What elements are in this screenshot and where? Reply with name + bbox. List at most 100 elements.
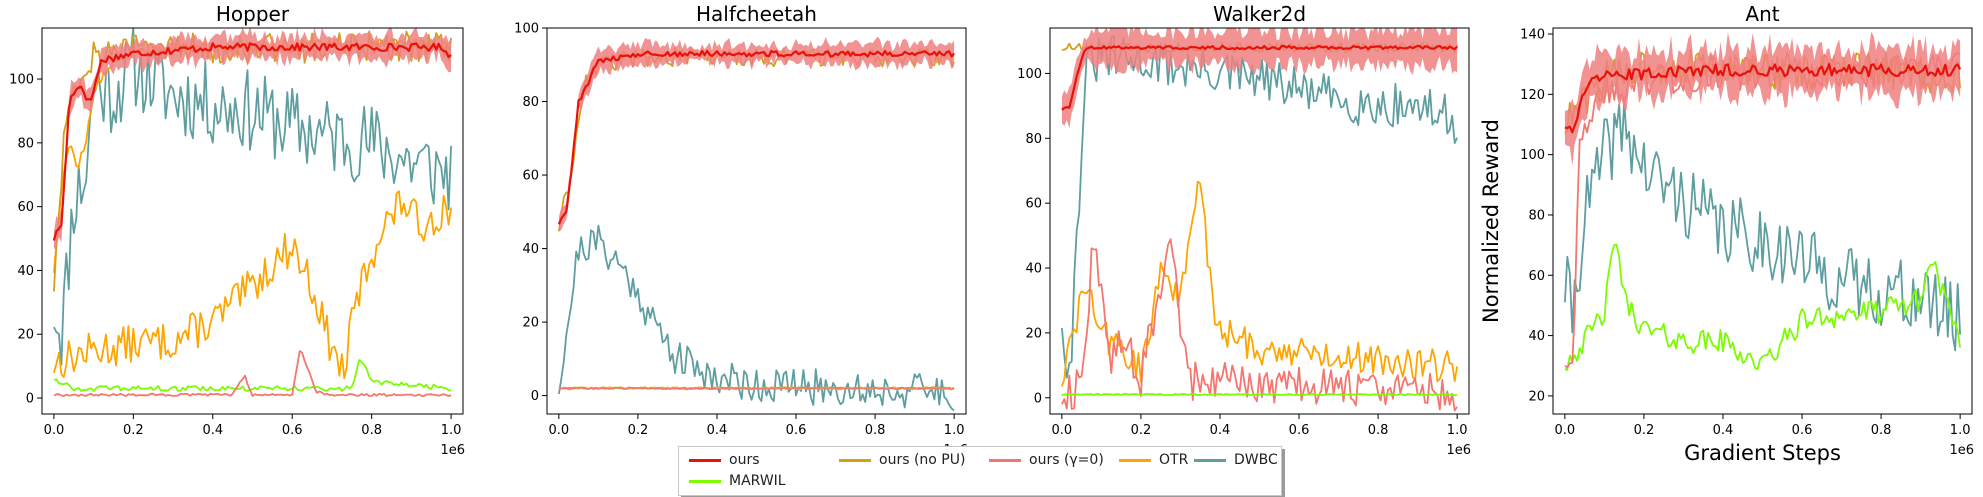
x-tick-label: 0.0 [549, 423, 570, 438]
x-offset-label: 1e6 [1446, 443, 1471, 458]
series-line-marwil [1061, 393, 1458, 397]
series-line-ours-gamma-0 [1061, 238, 1458, 412]
x-tick-label: 0.4 [202, 423, 223, 438]
x-tick-label: 0.6 [1792, 423, 1813, 438]
x-axis-label: Gradient Steps [1684, 441, 1841, 465]
legend-swatch-ours-no-pu [839, 459, 871, 462]
y-tick-label: 0 [1034, 391, 1042, 406]
legend-label-ours: ours [729, 452, 760, 468]
y-tick-label: 0 [531, 389, 539, 404]
y-tick-label: 20 [17, 328, 34, 343]
y-tick-label: 60 [17, 200, 34, 215]
x-tick-label: 0.4 [707, 423, 728, 438]
subplot-halfcheetah: 0.0 0.2 0.4 0.6 0.8 1.0 0 20 40 60 80 100 Halfcheeta… [514, 2, 968, 458]
series-line-ours-gamma-0 [53, 350, 452, 397]
series-line-dwbc [558, 224, 955, 412]
legend-swatch-marwil [689, 480, 721, 483]
chart-title: Walker2d [1213, 2, 1306, 26]
series-band-ours [558, 36, 955, 232]
x-tick-label: 0.4 [1210, 423, 1231, 438]
series-line-dwbc [1061, 35, 1458, 379]
x-tick-label: 0.8 [1368, 423, 1389, 438]
y-tick-label: 60 [1025, 197, 1042, 212]
y-tick-label: 80 [1025, 132, 1042, 147]
x-tick-label: 1.0 [1447, 423, 1468, 438]
legend-swatch-otr [1119, 459, 1151, 462]
series-line-otr [1061, 180, 1458, 387]
x-tick-label: 1.0 [441, 423, 462, 438]
axes-frame [1049, 27, 1470, 415]
y-tick-label: 0 [26, 392, 34, 407]
x-tick-label: 0.8 [1871, 423, 1892, 438]
series-band-ours [1564, 32, 1961, 166]
axes-frame [546, 27, 967, 415]
y-tick-label: 80 [522, 95, 539, 110]
x-tick-label: 0.6 [1289, 423, 1310, 438]
series-line-dwbc [53, 28, 452, 366]
legend-label-ours-no-pu: ours (no PU) [879, 452, 966, 468]
y-tick-label: 100 [1017, 67, 1042, 82]
legend-label-ours-gamma0: ours (γ=0) [1029, 452, 1104, 468]
legend: ours ours (no PU) ours (γ=0) OTR DWBC MA… [678, 446, 1282, 496]
x-tick-label: 0.2 [123, 423, 144, 438]
x-tick-label: 0.6 [282, 423, 303, 438]
y-tick-label: 40 [1025, 262, 1042, 277]
legend-swatch-ours-gamma0 [989, 459, 1021, 462]
y-tick-label: 40 [1528, 329, 1545, 344]
series-band-ours [1061, 28, 1458, 129]
y-tick-label: 20 [522, 316, 539, 331]
x-tick-label: 0.8 [865, 423, 886, 438]
series-line-dwbc [1564, 100, 1961, 352]
y-tick-label: 100 [9, 73, 34, 88]
x-tick-label: 0.0 [44, 423, 65, 438]
chart-title: Halfcheetah [696, 2, 817, 26]
plot-area [1061, 28, 1458, 412]
axes-frame [41, 27, 464, 415]
x-tick-label: 0.0 [1555, 423, 1576, 438]
legend-swatch-dwbc [1194, 459, 1226, 462]
y-tick-label: 20 [1025, 326, 1042, 341]
x-tick-label: 0.6 [786, 423, 807, 438]
x-tick-label: 0.2 [1634, 423, 1655, 438]
axes-frame [1552, 27, 1973, 415]
y-tick-label: 100 [514, 22, 539, 37]
legend-label-dwbc: DWBC [1234, 452, 1278, 468]
subplot-ant: 0.0 0.2 0.4 0.6 0.8 1.0 20 40 60 80 100 120 140 Ant 1e… [1479, 2, 1974, 465]
subplot-walker2d: 0.0 0.2 0.4 0.6 0.8 1.0 0 20 40 60 80 100 Walker2d 1e… [1017, 2, 1471, 458]
x-tick-label: 1.0 [1950, 423, 1971, 438]
x-tick-label: 0.2 [1131, 423, 1152, 438]
x-offset-label: 1e6 [1949, 443, 1974, 458]
x-offset-label: 1e6 [440, 443, 465, 458]
x-tick-label: 0.4 [1713, 423, 1734, 438]
y-tick-label: 120 [1520, 88, 1545, 103]
x-tick-label: 0.8 [361, 423, 382, 438]
y-axis-label: Normalized Reward [1479, 119, 1503, 323]
plot-area [557, 36, 955, 412]
chart-title: Ant [1745, 2, 1779, 26]
series-line-marwil [53, 359, 452, 392]
x-tick-label: 0.2 [628, 423, 649, 438]
series-line-ours-no-pu [558, 47, 955, 232]
y-tick-label: 140 [1520, 28, 1545, 43]
y-tick-label: 60 [522, 169, 539, 184]
y-tick-label: 20 [1528, 389, 1545, 404]
legend-label-otr: OTR [1159, 452, 1189, 468]
y-tick-label: 40 [522, 242, 539, 257]
series-line-ours-gamma-0 [558, 386, 955, 390]
series-line-marwil [1564, 244, 1961, 371]
x-tick-label: 1.0 [944, 423, 965, 438]
y-tick-label: 80 [17, 136, 34, 151]
series-line-ours [1564, 63, 1962, 134]
chart-title: Hopper [216, 2, 290, 26]
plot-area [1564, 32, 1962, 371]
y-tick-label: 60 [1528, 269, 1545, 284]
series-line-otr [53, 190, 452, 380]
x-tick-label: 0.0 [1052, 423, 1073, 438]
legend-label-marwil: MARWIL [729, 473, 786, 489]
series-band-ours [53, 28, 452, 250]
series-line-ours [557, 49, 955, 225]
plot-area [52, 28, 452, 397]
series-line-ours [1061, 44, 1458, 111]
legend-swatch-ours [689, 459, 721, 462]
